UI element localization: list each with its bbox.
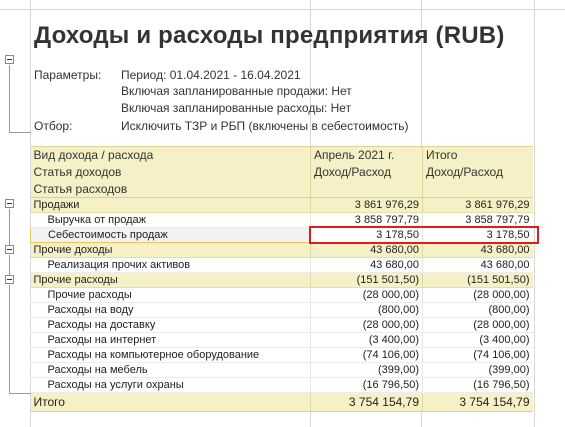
sales-tree-line — [9, 209, 10, 245]
table-row[interactable]: Расходы на услуги охраны (16 796,50) (16… — [30, 377, 533, 393]
row-label: Прочие расходы — [30, 287, 311, 303]
row-value-total: 3 178,50 — [422, 227, 533, 243]
grid-line-far-right — [534, 0, 535, 427]
header-expense-item: Статья расходов — [30, 180, 311, 198]
table-row-selected[interactable]: Себестоимость продаж 3 178,50 3 178,50 — [30, 227, 533, 243]
report-title: Доходы и расходы предприятия (RUB) — [34, 22, 505, 49]
row-label: Расходы на мебель — [30, 362, 311, 378]
tree-end — [9, 393, 31, 394]
grid-line-top — [0, 9, 565, 10]
row-value-total: 3 861 976,29 — [422, 197, 533, 213]
other-income-tree-line — [9, 255, 10, 275]
collapse-other-expenses-icon[interactable] — [5, 275, 14, 284]
header-income-item: Статья доходов — [30, 163, 311, 181]
row-value-period: 43 680,00 — [310, 242, 423, 258]
parameter-planned-expenses: Включая запланированные расходы: Нет — [121, 101, 352, 115]
table-row[interactable]: Реализация прочих активов 43 680,00 43 6… — [30, 257, 533, 273]
parameter-period: Период: 01.04.2021 - 16.04.2021 — [121, 68, 301, 82]
total-value-total: 3 754 154,79 — [422, 392, 533, 412]
total-label: Итого — [30, 392, 311, 412]
table-row[interactable]: Расходы на доставку (28 000,00) (28 000,… — [30, 317, 533, 333]
row-value-period: (800,00) — [310, 302, 423, 318]
table-row-group[interactable]: Прочие расходы (151 501,50) (151 501,50) — [30, 272, 533, 288]
row-value-total: (800,00) — [422, 302, 533, 318]
table-row[interactable]: Расходы на мебель (399,00) (399,00) — [30, 362, 533, 378]
row-value-period: (28 000,00) — [310, 287, 423, 303]
table-row[interactable]: Прочие расходы (28 000,00) (28 000,00) — [30, 287, 533, 303]
table-row-group[interactable]: Продажи 3 861 976,29 3 861 976,29 — [30, 197, 533, 213]
row-value-period: (28 000,00) — [310, 317, 423, 333]
filter-value: Исключить ТЗР и РБП (включены в себестои… — [121, 119, 409, 133]
row-label: Прочие расходы — [30, 272, 311, 288]
row-value-total: (151 501,50) — [422, 272, 533, 288]
row-label: Расходы на компьютерное оборудование — [30, 347, 311, 363]
header-period: Апрель 2021 г. — [310, 146, 423, 164]
parameters-tree-line — [9, 65, 10, 132]
row-value-period: (3 400,00) — [310, 332, 423, 348]
collapse-parameters-icon[interactable] — [5, 55, 14, 64]
row-value-total: 43 680,00 — [422, 257, 533, 273]
row-value-period: 43 680,00 — [310, 257, 423, 273]
row-value-total: (399,00) — [422, 362, 533, 378]
total-row[interactable]: Итого 3 754 154,79 3 754 154,79 — [30, 392, 533, 412]
row-label: Себестоимость продаж — [30, 227, 311, 243]
header-total-measure: Доход/Расход — [422, 163, 533, 181]
total-value-period: 3 754 154,79 — [310, 392, 423, 412]
header-empty-2 — [422, 180, 533, 198]
row-value-total: (3 400,00) — [422, 332, 533, 348]
table-row[interactable]: Расходы на компьютерное оборудование (74… — [30, 347, 533, 363]
row-label: Расходы на услуги охраны — [30, 377, 311, 393]
header-row-2: Статья доходов Доход/Расход Доход/Расход — [30, 163, 533, 181]
header-empty-1 — [310, 180, 423, 198]
header-period-measure: Доход/Расход — [310, 163, 423, 181]
highlight-box — [309, 226, 539, 244]
header-row-1: Вид дохода / расхода Апрель 2021 г. Итог… — [30, 146, 533, 164]
other-expenses-tree-line — [9, 285, 10, 393]
row-label: Продажи — [30, 197, 311, 213]
header-type: Вид дохода / расхода — [30, 146, 311, 164]
row-label: Расходы на доставку — [30, 317, 311, 333]
row-value-total: 43 680,00 — [422, 242, 533, 258]
row-value-period: (74 106,00) — [310, 347, 423, 363]
row-label: Расходы на интернет — [30, 332, 311, 348]
table-row[interactable]: Расходы на интернет (3 400,00) (3 400,00… — [30, 332, 533, 348]
report-table: Вид дохода / расхода Апрель 2021 г. Итог… — [30, 146, 533, 412]
parameter-planned-sales: Включая запланированные продажи: Нет — [121, 84, 352, 98]
row-value-period: (151 501,50) — [310, 272, 423, 288]
parameters-label: Параметры: — [34, 68, 102, 82]
row-label: Расходы на воду — [30, 302, 311, 318]
row-value-period: (16 796,50) — [310, 377, 423, 393]
row-value-total: (16 796,50) — [422, 377, 533, 393]
row-label: Реализация прочих активов — [30, 257, 311, 273]
table-row-group[interactable]: Прочие доходы 43 680,00 43 680,00 — [30, 242, 533, 258]
collapse-other-income-icon[interactable] — [5, 245, 14, 254]
header-row-3: Статья расходов — [30, 180, 533, 198]
row-value-period: 3 858 797,79 — [310, 212, 423, 228]
row-value-total: (28 000,00) — [422, 287, 533, 303]
row-label: Прочие доходы — [30, 242, 311, 258]
row-label: Выручка от продаж — [30, 212, 311, 228]
parameters-tree-end — [9, 132, 31, 133]
row-value-period: 3 861 976,29 — [310, 197, 423, 213]
table-row[interactable]: Расходы на воду (800,00) (800,00) — [30, 302, 533, 318]
collapse-all-icon[interactable] — [5, 199, 14, 208]
row-value-total: (74 106,00) — [422, 347, 533, 363]
row-value-period: (399,00) — [310, 362, 423, 378]
row-value-period: 3 178,50 — [310, 227, 423, 243]
header-total: Итого — [422, 146, 533, 164]
row-value-total: (28 000,00) — [422, 317, 533, 333]
filter-label: Отбор: — [34, 119, 73, 133]
